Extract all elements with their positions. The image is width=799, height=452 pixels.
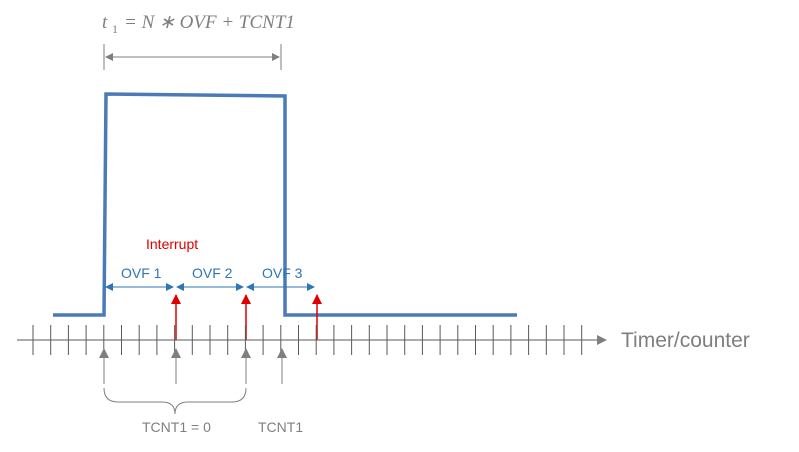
formula-t: t	[102, 12, 108, 33]
tcnt1-zero-label: TCNT1 = 0	[142, 419, 211, 435]
timer-axis-label: Timer/counter	[621, 329, 750, 352]
formula-rhs: = N ∗ OVF + TCNT1	[124, 12, 295, 33]
pulse-signal	[53, 92, 517, 317]
tcnt1-zero-brace	[103, 387, 247, 415]
ovf-1-label: OVF 1	[121, 265, 162, 281]
ovf-2-label: OVF 2	[192, 265, 233, 281]
tcnt1-label: TCNT1	[258, 419, 303, 435]
formula-t-subscript: 1	[112, 22, 118, 36]
ovf-3-label: OVF 3	[262, 265, 303, 281]
interrupt-label: Interrupt	[146, 236, 198, 252]
